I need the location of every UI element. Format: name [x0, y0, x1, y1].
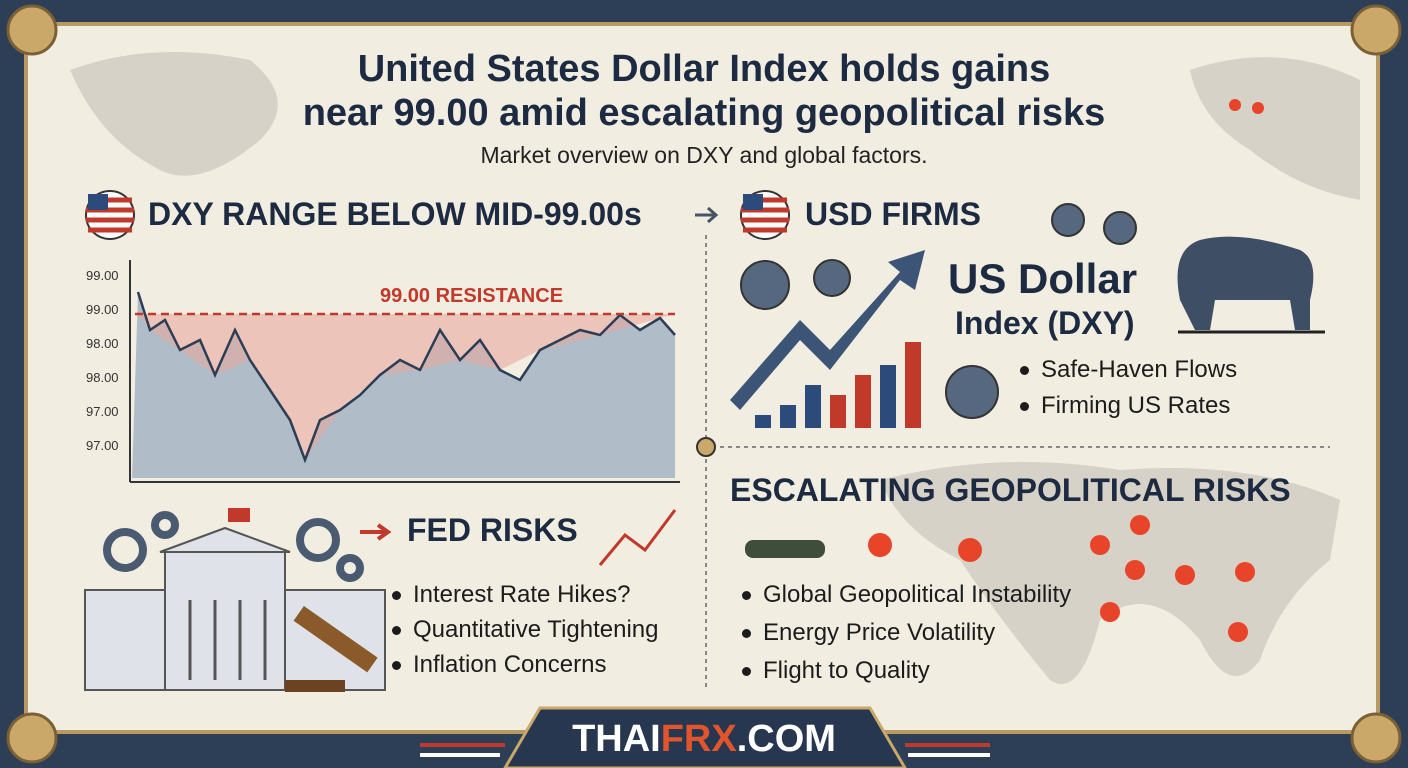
title-line: United States Dollar Index holds gains: [357, 48, 1051, 90]
bullet-item: Inflation Concerns: [392, 651, 606, 679]
y-tick-label: 99.00: [86, 302, 119, 317]
brand-part: FRX: [660, 718, 737, 760]
y-tick-label: 98.00: [86, 370, 119, 385]
bullet-item: Energy Price Volatility: [742, 619, 995, 647]
y-tick-label: 99.00: [86, 268, 119, 283]
usd-heading: USD FIRMS: [805, 196, 981, 232]
title-line: near 99.00 amid escalating geopolitical …: [302, 92, 1106, 134]
bullet-item: Global Geopolitical Instability: [742, 581, 1071, 609]
bullet-item: Interest Rate Hikes?: [392, 581, 630, 609]
fed-heading: FED RISKS: [407, 512, 578, 548]
bullet-item: Quantitative Tightening: [392, 616, 659, 644]
y-tick-label: 98.00: [86, 336, 119, 351]
bullet-item: Flight to Quality: [742, 657, 930, 685]
usd-title: Index (DXY): [955, 305, 1135, 341]
brand-part: .COM: [736, 718, 836, 760]
brand: THAIFRX.COM: [0, 718, 1408, 761]
y-tick-label: 97.00: [86, 404, 119, 419]
resistance-label: 99.00 RESISTANCE: [380, 285, 564, 307]
dxy-heading: DXY RANGE BELOW MID-99.00s: [148, 196, 642, 232]
y-tick-label: 97.00: [86, 438, 119, 453]
bullet-item: Safe-Haven Flows: [1020, 356, 1237, 384]
subtitle: Market overview on DXY and global factor…: [480, 142, 928, 168]
usd-title: US Dollar: [948, 255, 1138, 302]
geo-heading: ESCALATING GEOPOLITICAL RISKS: [730, 472, 1291, 508]
bullet-item: Firming US Rates: [1020, 392, 1230, 420]
brand-part: THAI: [572, 718, 661, 760]
